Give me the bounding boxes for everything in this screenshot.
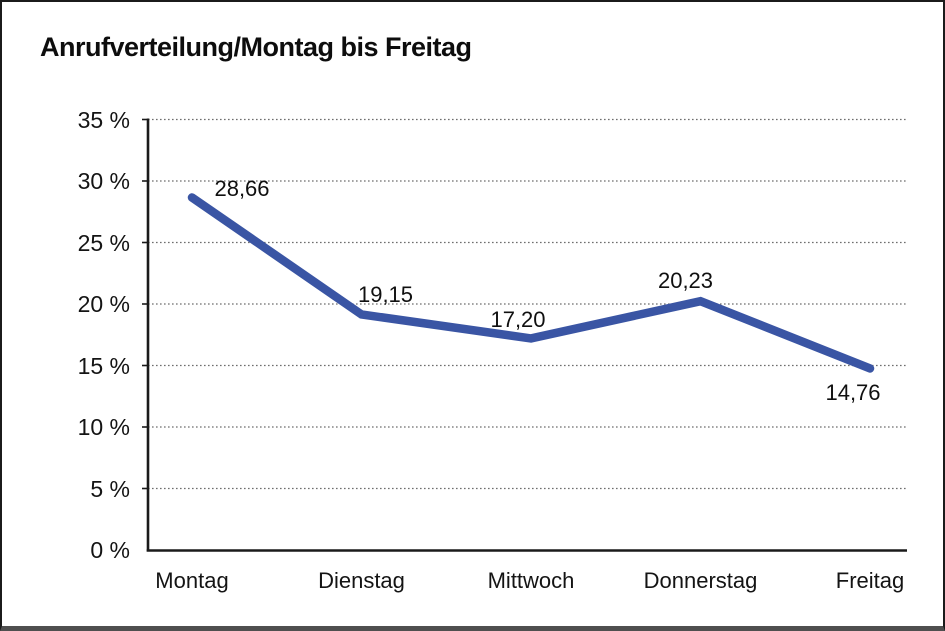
- data-value-label: 14,76: [825, 380, 881, 406]
- y-tick-label: 15 %: [77, 352, 130, 379]
- x-tick-label: Mittwoch: [487, 568, 575, 593]
- data-value-label: 19,15: [357, 282, 414, 308]
- y-tick-label: 20 %: [77, 291, 130, 317]
- data-value-label: 20,23: [657, 268, 714, 294]
- y-tick-label: 5 %: [90, 475, 130, 502]
- data-value-label: 17,20: [490, 307, 546, 333]
- y-tick-label: 35 %: [77, 106, 130, 133]
- x-tick-label: Freitag: [835, 568, 905, 593]
- x-tick-label: Montag: [155, 568, 229, 593]
- x-tick-label: Donnerstag: [643, 568, 758, 593]
- data-value-label: 28,66: [214, 176, 270, 202]
- y-tick-label: 0 %: [90, 537, 130, 563]
- data-series-line: [187, 193, 875, 373]
- y-tick-label: 10 %: [77, 414, 130, 440]
- y-tick-label: 30 %: [77, 168, 130, 194]
- y-tick-label: 25 %: [77, 229, 130, 256]
- chart-title: Anrufverteilung/Montag bis Freitag: [40, 32, 472, 62]
- x-tick-label: Dienstag: [318, 568, 405, 593]
